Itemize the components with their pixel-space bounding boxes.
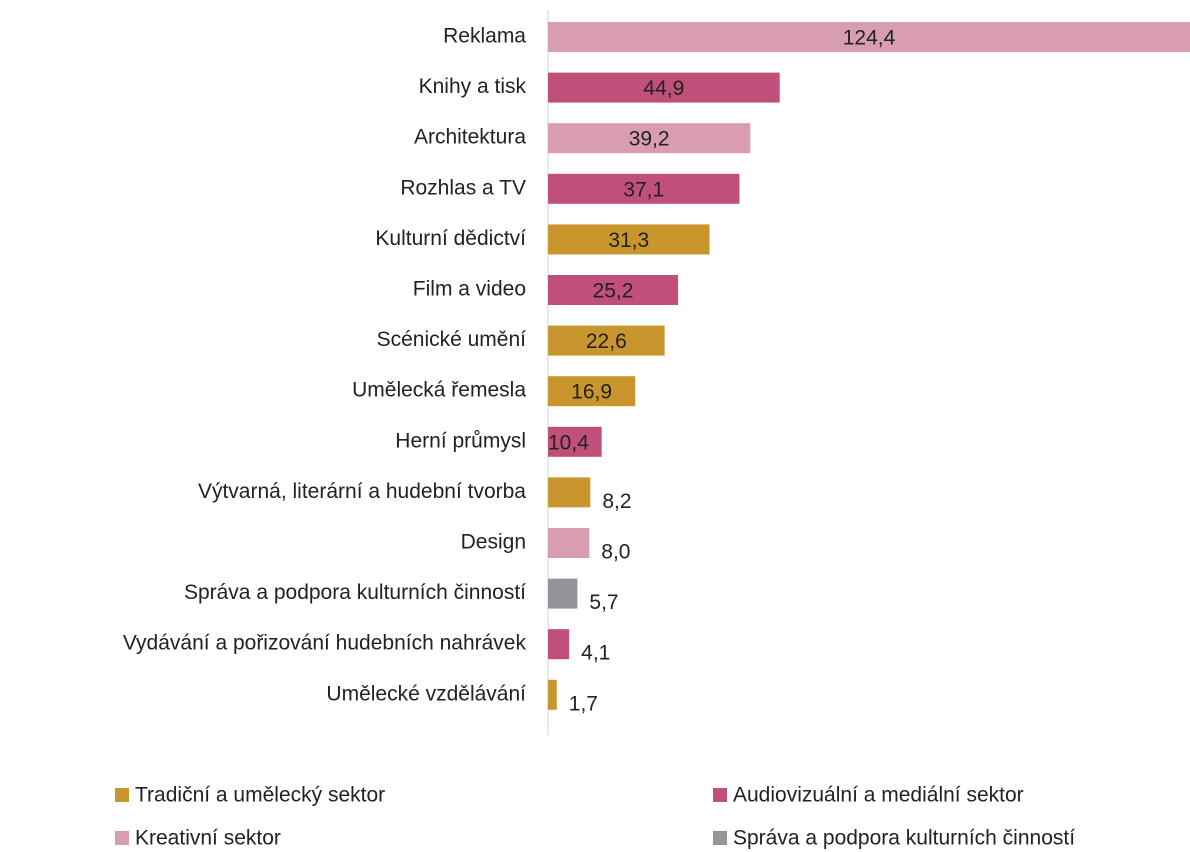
- legend-label: Tradiční a umělecký sektor: [135, 784, 385, 807]
- value-label: 31,3: [608, 229, 649, 252]
- bar: [548, 275, 679, 305]
- value-label: 4,1: [581, 642, 610, 665]
- bar: [548, 679, 557, 710]
- bar: [548, 72, 780, 103]
- category-label: Knihy a tisk: [419, 75, 527, 98]
- category-label: Vydávání a pořizování hudebních nahrávek: [123, 632, 527, 655]
- value-label: 44,9: [643, 77, 684, 100]
- value-label: 10,4: [548, 431, 589, 454]
- value-label: 16,9: [571, 381, 612, 404]
- category-label: Film a video: [413, 278, 526, 301]
- bar: [548, 376, 636, 407]
- value-label: 124,4: [843, 27, 896, 50]
- category-label: Design: [461, 531, 526, 554]
- value-label: 39,2: [629, 128, 670, 151]
- value-label: 25,2: [593, 280, 634, 303]
- category-label: Umělecká řemesla: [352, 379, 526, 402]
- bar: [548, 325, 665, 356]
- bar: [548, 123, 751, 154]
- category-label: Umělecké vzdělávání: [326, 682, 526, 705]
- legend-swatch: [115, 831, 129, 845]
- value-label: 1,7: [569, 692, 598, 715]
- category-label: Správa a podpora kulturních činností: [184, 581, 526, 604]
- value-label: 37,1: [623, 178, 664, 201]
- bar: [548, 173, 740, 204]
- category-label: Scénické umění: [377, 328, 527, 351]
- legend-swatch: [115, 788, 129, 802]
- category-label: Herní průmysl: [395, 429, 526, 452]
- category-label: Kulturní dědictví: [375, 227, 526, 250]
- legend-label: Správa a podpora kulturních činností: [733, 827, 1075, 850]
- bar: [548, 224, 710, 255]
- category-label: Reklama: [443, 25, 526, 48]
- value-label: 5,7: [589, 591, 618, 614]
- bar: [548, 528, 590, 558]
- legend-swatch: [713, 788, 727, 802]
- legend-swatch: [713, 831, 727, 845]
- bar: [548, 578, 578, 609]
- legend-label: Audiovizuální a mediální sektor: [733, 784, 1024, 807]
- value-label: 22,6: [586, 330, 627, 353]
- bar: [548, 426, 602, 457]
- category-label: Výtvarná, literární a hudební tvorba: [198, 480, 526, 503]
- value-label: 8,0: [601, 541, 630, 564]
- bar: [548, 629, 570, 660]
- category-label: Architektura: [414, 126, 526, 149]
- category-label: Rozhlas a TV: [400, 176, 526, 199]
- value-label: 8,2: [602, 490, 631, 513]
- bar: [548, 477, 591, 508]
- legend-label: Kreativní sektor: [135, 827, 281, 850]
- bar: [548, 22, 1190, 52]
